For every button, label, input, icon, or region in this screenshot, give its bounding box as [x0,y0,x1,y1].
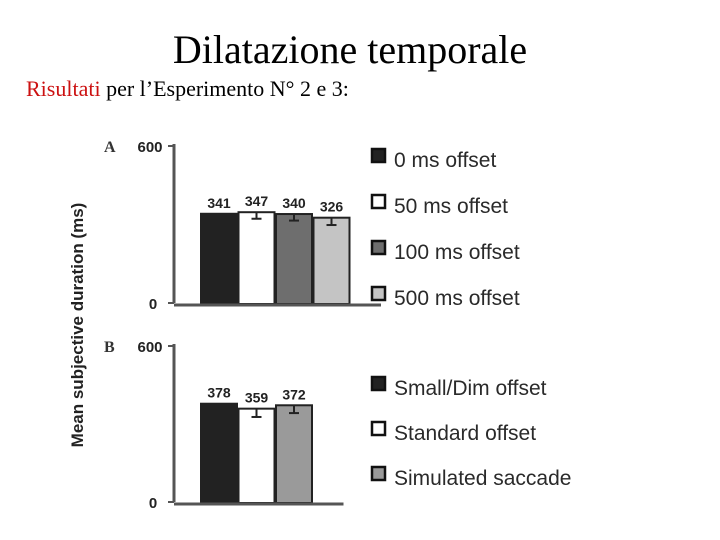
bar [200,402,238,504]
subtitle-rest: per l’Esperimento N° 2 e 3: [100,76,349,101]
data-label: 372 [282,386,306,402]
data-label: 326 [320,199,344,215]
bar [237,407,276,504]
legend-label: 100 ms offset [394,241,520,264]
legend-label: Simulated saccade [394,467,571,490]
legend-swatch [370,375,387,392]
bar [312,216,351,306]
legend-label: 50 ms offset [394,195,508,218]
slide-title: Dilatazione temporale [172,27,528,72]
legend-label: Standard offset [394,422,536,445]
legend-swatch [370,465,387,482]
legend-swatch [370,239,387,256]
chart-panel-b: B 600 0 378 359 372 Small/Dim offset Standard o… [104,339,571,512]
bar [275,404,313,504]
slide-subtitle: Risultati per l’Esperimento N° 2 e 3: [26,76,349,102]
legend-swatch [370,193,387,210]
panel-label: B [104,339,115,356]
chart-panels: A 600 0 341 347 340 326 0 ms offset 50 ms offset… [104,139,571,512]
data-label: 378 [207,385,231,401]
y-tick-label: 0 [149,495,157,512]
legend-swatch [370,420,387,437]
y-tick-label: 600 [137,139,162,156]
legend-label: 500 ms offset [394,287,520,310]
bar [275,213,313,306]
bar [237,211,276,305]
legend-swatch [370,147,387,164]
panel-label: A [104,139,116,156]
y-axis-label: Mean subjective duration (ms) [68,203,87,448]
bar [200,212,238,305]
y-tick-label: 600 [137,339,162,356]
legend-swatch [370,285,387,302]
data-label: 359 [245,390,269,406]
y-tick-label: 0 [149,296,157,313]
legend-label: Small/Dim offset [394,377,547,400]
chart-panel-a: A 600 0 341 347 340 326 0 ms offset 50 ms offset… [104,139,520,313]
subtitle-highlight: Risultati [26,76,101,101]
legend-label: 0 ms offset [394,149,496,172]
data-label: 341 [207,195,231,211]
data-label: 340 [282,195,306,211]
data-label: 347 [245,193,269,209]
